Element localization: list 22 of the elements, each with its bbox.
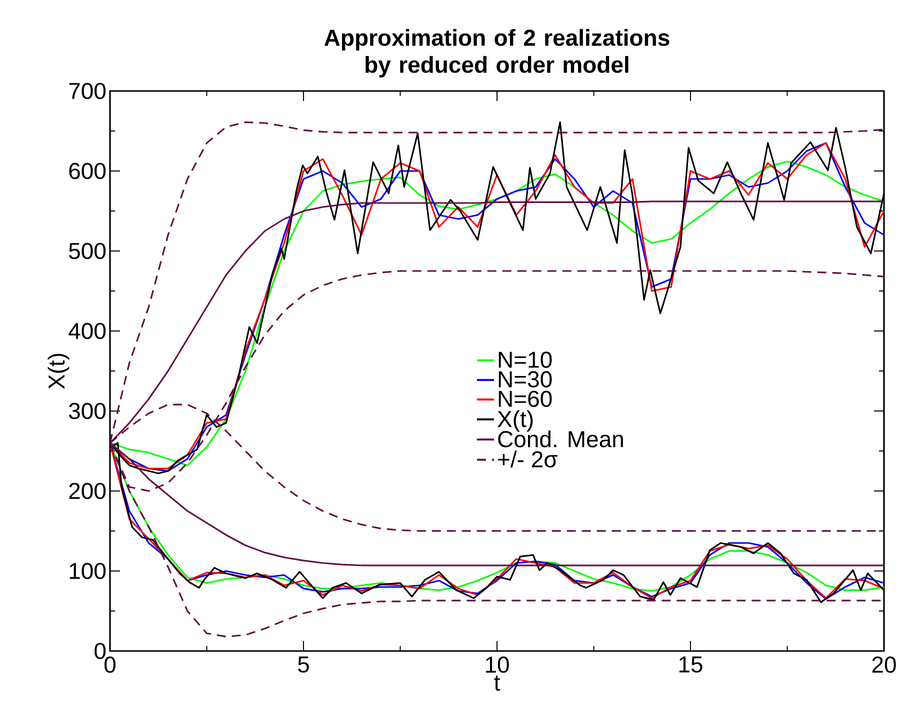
legend-label: +/- 2σ [498, 450, 558, 468]
x-tick-label: 10 [486, 656, 509, 673]
x-tick-label: 15 [679, 656, 702, 673]
legend-label: N=30 [498, 371, 552, 388]
x-tick-label: 5 [298, 656, 309, 673]
y-tick-label: 700 [69, 82, 106, 100]
legend-label: Cond. Mean [498, 430, 623, 448]
y-tick-label: 400 [68, 322, 106, 340]
y-tick-label: 100 [70, 562, 106, 580]
y-tick-label: 200 [69, 482, 106, 500]
y-tick-label: 600 [69, 162, 106, 180]
x-tick-label: 20 [872, 656, 896, 673]
y-tick-label: 500 [69, 242, 106, 260]
x-axis-title: t [494, 676, 500, 691]
x-tick-label: 0 [104, 656, 116, 673]
legend-label: N=60 [498, 390, 552, 408]
legend-label: X(t) [498, 410, 533, 432]
y-tick-label: 300 [68, 402, 106, 420]
chart-title: Approximation of 2 realizations by reduced order model [324, 29, 670, 78]
legend-label: N=10 [498, 352, 552, 368]
y-axis-title: X(t) [48, 354, 70, 389]
y-tick-label: 0 [94, 642, 106, 660]
